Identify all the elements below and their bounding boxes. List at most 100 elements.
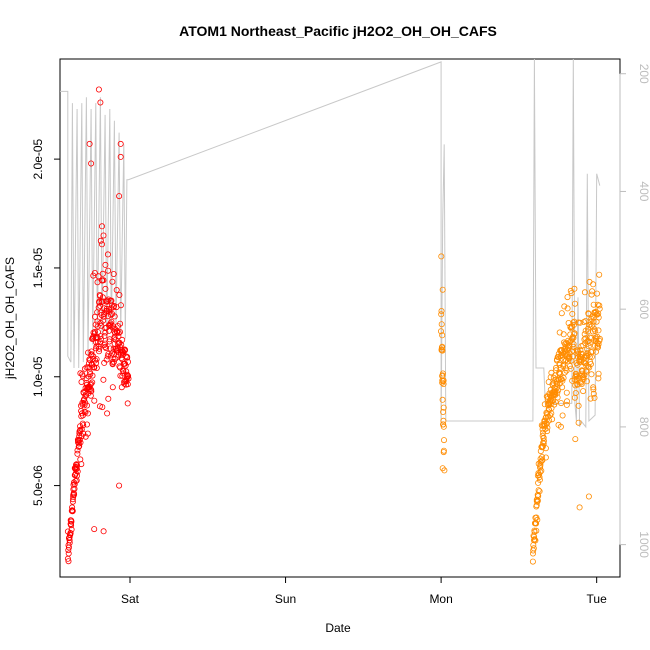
data-point-s2 [587, 395, 594, 402]
data-point-s2 [440, 449, 447, 456]
data-point-s2 [578, 381, 585, 388]
data-point-s2 [568, 290, 575, 297]
data-point-s1 [78, 461, 85, 468]
data-point-s1 [106, 336, 113, 343]
data-point-s2 [564, 398, 571, 405]
data-point-s2 [437, 328, 444, 335]
data-point-s1 [71, 491, 78, 498]
data-point-s2 [537, 468, 544, 475]
data-point-s2 [440, 421, 447, 428]
data-point-s1 [106, 338, 113, 345]
data-point-s2 [554, 389, 561, 396]
data-point-s2 [440, 423, 447, 430]
data-point-s2 [568, 365, 575, 372]
data-point-s2 [564, 305, 571, 312]
data-point-s1 [78, 402, 85, 409]
data-point-s2 [438, 311, 445, 318]
data-point-s2 [595, 344, 602, 351]
data-point-s2 [440, 404, 447, 411]
data-point-s1 [99, 294, 106, 301]
data-point-s1 [73, 465, 80, 472]
data-point-s1 [75, 440, 82, 447]
data-point-s2 [591, 394, 598, 401]
data-point-s1 [100, 528, 107, 535]
data-point-s2 [571, 318, 578, 325]
y2-axis: 200 400 600 800 1000 [619, 64, 650, 558]
data-point-s1 [96, 338, 103, 345]
data-point-s2 [577, 319, 584, 326]
data-point-s1 [103, 356, 110, 363]
data-point-s2 [558, 400, 565, 407]
data-point-s2 [440, 408, 447, 415]
data-point-s1 [101, 332, 108, 339]
y-tick-label: 1.0e-05 [31, 356, 45, 397]
data-point-s2 [584, 378, 591, 385]
data-point-s2 [530, 545, 537, 552]
data-point-s1 [76, 443, 83, 450]
data-point-s1 [124, 400, 131, 407]
data-point-s1 [86, 140, 93, 147]
data-point-s2 [542, 454, 549, 461]
y-tick-label: 1.5e-05 [31, 247, 45, 288]
data-point-s1 [88, 380, 95, 387]
data-point-s2 [557, 423, 564, 430]
data-point-s2 [586, 364, 593, 371]
data-point-s1 [104, 353, 111, 360]
data-point-s1 [82, 399, 89, 406]
data-point-s1 [95, 273, 102, 280]
data-point-s2 [575, 402, 582, 409]
y2-tick-label: 600 [637, 299, 650, 319]
data-point-s2 [440, 437, 447, 444]
x-tick-label: Sat [121, 592, 140, 606]
data-point-s1 [99, 241, 106, 248]
data-point-s2 [539, 443, 546, 450]
data-point-s1 [76, 436, 83, 443]
data-point-s2 [438, 307, 445, 314]
data-point-s1 [74, 462, 81, 469]
data-point-s1 [92, 357, 99, 364]
data-point-s2 [544, 428, 551, 435]
data-point-s1 [89, 372, 96, 379]
data-point-s2 [581, 289, 588, 296]
data-point-s2 [544, 424, 551, 431]
y2-tick-label: 400 [637, 181, 650, 201]
plot-area [59, 58, 621, 578]
data-point-s1 [67, 530, 74, 537]
data-point-s1 [100, 232, 107, 239]
data-point-s1 [91, 397, 98, 404]
data-point-s1 [122, 346, 129, 353]
data-point-s2 [531, 528, 538, 535]
data-point-s1 [88, 386, 95, 393]
data-point-s2 [590, 390, 597, 397]
data-point-s2 [439, 378, 446, 385]
data-point-s2 [587, 361, 594, 368]
data-point-s2 [556, 329, 563, 336]
data-point-s2 [596, 335, 603, 342]
data-point-s1 [84, 402, 91, 409]
data-point-s2 [542, 445, 549, 452]
data-point-s2 [595, 375, 602, 382]
data-point-s1 [124, 381, 131, 388]
data-point-s2 [439, 465, 446, 472]
data-point-s1 [71, 485, 78, 492]
data-point-s2 [438, 321, 445, 328]
data-point-s1 [100, 277, 107, 284]
data-point-s1 [91, 526, 98, 533]
data-point-s2 [562, 350, 569, 357]
data-point-s2 [538, 467, 545, 474]
data-point-s1 [74, 450, 81, 457]
data-point-s1 [110, 270, 117, 277]
data-point-s1 [87, 392, 94, 399]
data-point-s1 [82, 433, 89, 440]
data-point-s1 [99, 223, 106, 230]
data-point-s1 [96, 345, 103, 352]
data-point-s1 [116, 291, 123, 298]
data-point-s1 [111, 358, 118, 365]
data-point-s1 [119, 336, 126, 343]
data-point-s2 [532, 537, 539, 544]
data-point-s1 [80, 422, 87, 429]
data-point-s2 [529, 558, 536, 565]
data-point-s2 [534, 516, 541, 523]
data-point-s2 [439, 396, 446, 403]
data-point-s2 [590, 384, 597, 391]
